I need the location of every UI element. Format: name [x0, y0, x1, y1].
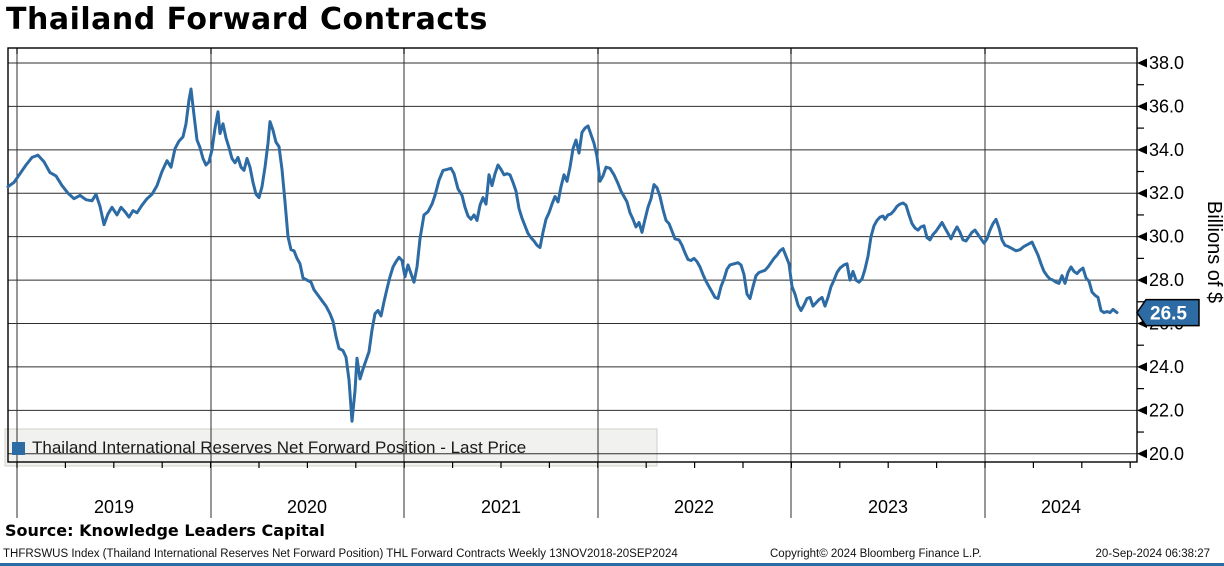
series-marker-icon: [12, 441, 25, 455]
y-tick-label: 34.0: [1149, 140, 1184, 160]
x-tick-label: 2019: [94, 497, 134, 517]
y-tick-label: 36.0: [1149, 96, 1184, 116]
y-axis-title: Billions of $: [1203, 201, 1224, 303]
y-tick-label: 20.0: [1149, 444, 1184, 464]
y-major-tick-arrow: [1137, 405, 1147, 415]
plot-border: [7, 47, 1138, 463]
y-major-tick-arrow: [1137, 58, 1147, 68]
y-major-tick-arrow: [1137, 101, 1147, 111]
y-tick-label: 24.0: [1149, 357, 1184, 377]
window-edge-strip: [0, 563, 1224, 566]
last-price-label: 26.5: [1150, 304, 1187, 325]
ticker-description: THFRSWUS Index (Thailand International R…: [3, 548, 678, 560]
y-major-tick-arrow: [1137, 449, 1147, 459]
price-line: [6, 87, 1119, 423]
y-major-tick-arrow: [1137, 275, 1147, 285]
x-tick-label: 2023: [868, 497, 908, 517]
y-major-tick-arrow: [1137, 232, 1147, 242]
legend-item[interactable]: Thailand International Reserves Net Forw…: [12, 438, 526, 458]
y-tick-label: 28.0: [1149, 270, 1184, 290]
x-tick-label: 2024: [1041, 497, 1081, 517]
copyright-text: Copyright© 2024 Bloomberg Finance L.P.: [770, 548, 982, 560]
timestamp: 20-Sep-2024 06:38:27: [1095, 548, 1210, 560]
legend-background: [4, 428, 658, 467]
page-title: Thailand Forward Contracts: [6, 2, 488, 37]
legend-label: Thailand International Reserves Net Forw…: [32, 438, 527, 457]
y-tick-label: 38.0: [1149, 53, 1184, 73]
y-tick-label: 32.0: [1149, 183, 1184, 203]
x-tick-label: 2020: [287, 497, 327, 517]
y-tick-label: 30.0: [1149, 227, 1184, 247]
y-major-tick-arrow: [1137, 188, 1147, 198]
x-tick-label: 2022: [674, 497, 714, 517]
source-line: Source: Knowledge Leaders Capital: [5, 521, 325, 540]
x-tick-label: 2021: [481, 497, 521, 517]
y-major-tick-arrow: [1137, 362, 1147, 372]
y-major-tick-arrow: [1137, 145, 1147, 155]
last-price-badge: [1136, 298, 1200, 327]
footer-bar: THFRSWUS Index (Thailand International R…: [0, 548, 1224, 563]
y-tick-label: 22.0: [1149, 400, 1184, 420]
